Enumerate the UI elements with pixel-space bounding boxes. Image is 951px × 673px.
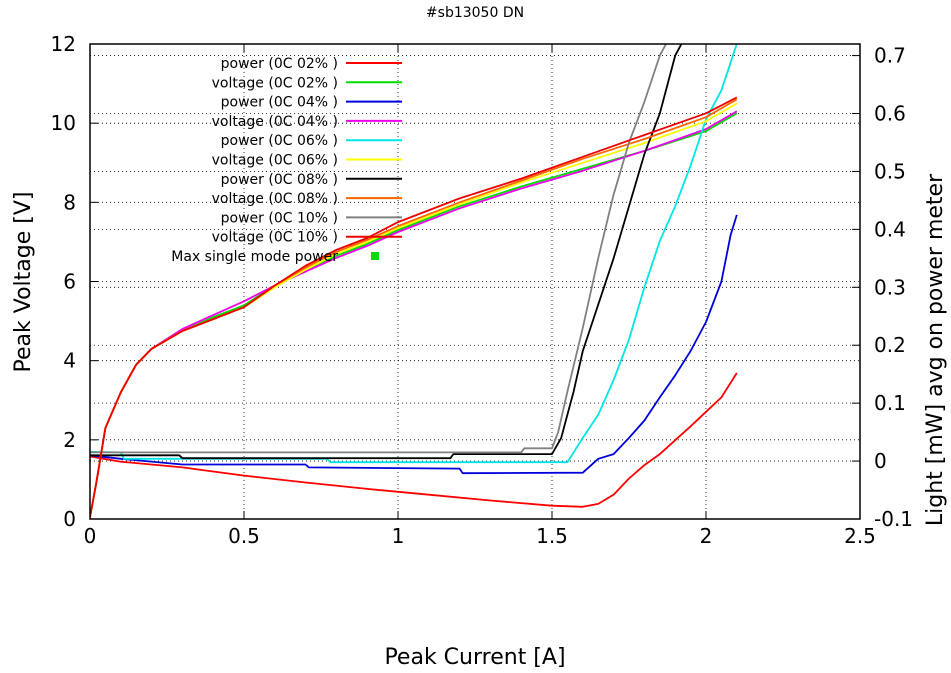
series-line-0 (90, 372, 738, 508)
series-line-6 (90, 44, 683, 460)
y-tick-label: 12 (51, 32, 76, 56)
chart-title: #sb13050 DN (426, 5, 524, 21)
y-tick-label: 8 (63, 190, 76, 214)
y2-tick-label: 0.3 (874, 275, 906, 299)
grid (90, 44, 860, 519)
legend-label: voltage (0C 08% ) (212, 191, 338, 207)
legend-label: voltage (0C 04% ) (212, 114, 338, 130)
plot-series (90, 44, 738, 518)
y-axis-label: Peak Voltage [V] (11, 192, 36, 373)
x-tick-label: 1.5 (536, 524, 568, 548)
series-line-5 (90, 102, 738, 518)
y2-tick-label: 0.1 (874, 391, 906, 415)
y-tick-label: 6 (63, 270, 76, 294)
legend-label: voltage (0C 02% ) (212, 75, 338, 91)
y2-tick-label: 0.4 (874, 217, 906, 241)
legend-label: power (0C 08% ) (221, 172, 338, 188)
legend-label: Max single mode power (171, 249, 338, 265)
series-line-2 (90, 214, 738, 475)
series-line-9 (90, 96, 738, 518)
y-tick-label: 0 (63, 507, 76, 531)
y2-axis-label: Light [mW] avg on power meter (923, 173, 948, 526)
y2-tick-label: 0.2 (874, 333, 906, 357)
legend-label: power (0C 02% ) (221, 56, 338, 72)
y2-tick-label: -0.1 (874, 507, 913, 531)
legend-label: power (0C 04% ) (221, 95, 338, 111)
series-line-8 (90, 44, 667, 454)
series-line-1 (90, 112, 738, 518)
x-tick-label: 2 (700, 524, 713, 548)
legend-label: power (0C 06% ) (221, 133, 338, 149)
y2-tick-label: 0.7 (874, 44, 906, 68)
x-axis-label: Peak Current [A] (384, 645, 565, 670)
y-tick-label: 4 (63, 349, 76, 373)
series-line-7 (90, 98, 738, 518)
legend-label: voltage (0C 06% ) (212, 153, 338, 169)
x-tick-label: 1 (392, 524, 405, 548)
y2-tick-label: 0 (874, 449, 887, 473)
y-tick-label: 10 (51, 111, 76, 135)
legend-label: voltage (0C 10% ) (212, 230, 338, 246)
y2-tick-label: 0.6 (874, 102, 906, 126)
x-tick-label: 0.5 (228, 524, 260, 548)
x-tick-label: 0 (84, 524, 97, 548)
legend: power (0C 02% ) voltage (0C 02% ) power (0… (171, 56, 402, 265)
legend-marker (371, 252, 379, 260)
axis-ticks: 0 0.5 1 1.5 2 2.5 0 2 4 6 8 10 12 -0.1 0 0.1 0.2 0.3 0.4 0.… (51, 32, 913, 548)
x-tick-label: 2.5 (844, 524, 876, 548)
y-tick-label: 2 (63, 428, 76, 452)
y2-tick-label: 0.5 (874, 159, 906, 183)
legend-label: power (0C 10% ) (221, 210, 338, 226)
